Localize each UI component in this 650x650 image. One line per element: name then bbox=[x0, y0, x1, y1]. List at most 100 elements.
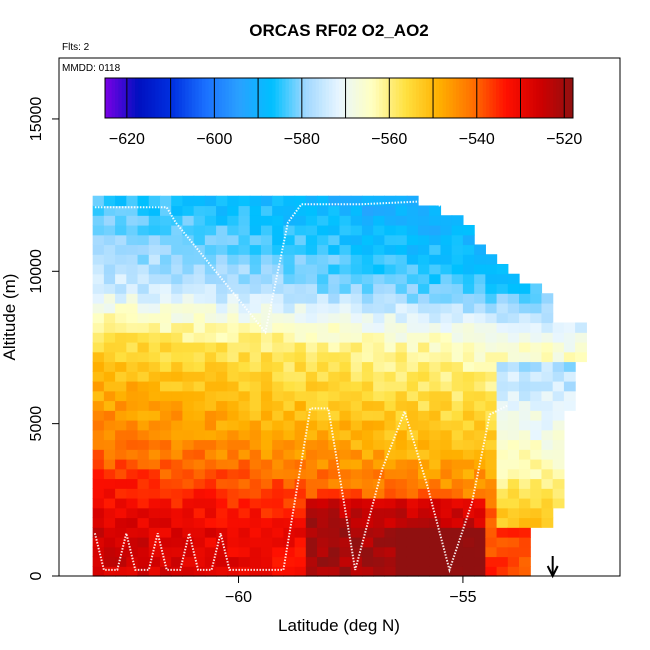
heatmap-cell bbox=[530, 283, 543, 294]
heatmap-cell bbox=[159, 293, 172, 304]
heatmap-cell bbox=[115, 293, 127, 304]
heatmap-cell bbox=[126, 341, 139, 353]
heatmap-cell bbox=[361, 273, 374, 285]
heatmap-cell bbox=[171, 205, 184, 216]
heatmap-cell bbox=[283, 195, 296, 207]
heatmap-cell bbox=[317, 556, 329, 567]
heatmap-cell bbox=[103, 498, 116, 509]
heatmap-cell bbox=[328, 205, 341, 216]
heatmap-cell bbox=[148, 312, 161, 324]
heatmap-cell bbox=[384, 322, 397, 333]
heatmap-cell bbox=[339, 371, 352, 382]
heatmap-cell bbox=[350, 244, 363, 255]
colorbar-segment bbox=[372, 78, 377, 118]
heatmap-cell bbox=[485, 254, 498, 265]
heatmap-cell bbox=[373, 429, 385, 441]
heatmap-cell bbox=[485, 283, 498, 294]
heatmap-cell bbox=[429, 439, 442, 450]
heatmap-cell bbox=[294, 234, 307, 246]
heatmap-cell bbox=[148, 400, 161, 411]
heatmap-cell bbox=[485, 263, 498, 275]
heatmap-cell bbox=[204, 566, 217, 577]
heatmap-cell bbox=[563, 390, 576, 402]
colorbar-segment bbox=[242, 78, 246, 118]
heatmap-cell bbox=[193, 439, 206, 450]
heatmap-cell bbox=[406, 488, 419, 499]
heatmap-cell bbox=[272, 322, 284, 333]
heatmap-cell bbox=[395, 390, 408, 402]
heatmap-cell bbox=[361, 380, 374, 392]
heatmap-cell bbox=[429, 527, 442, 538]
heatmap-cell bbox=[373, 507, 385, 519]
heatmap-cell bbox=[406, 205, 419, 216]
heatmap-cell bbox=[148, 410, 161, 421]
heatmap-cell bbox=[485, 341, 498, 353]
heatmap-cell bbox=[126, 273, 139, 285]
heatmap-cell bbox=[507, 400, 520, 411]
heatmap-cell bbox=[148, 361, 161, 372]
heatmap-cell bbox=[406, 507, 419, 519]
heatmap-cell bbox=[204, 312, 217, 324]
heatmap-cell bbox=[137, 498, 150, 509]
heatmap-cell bbox=[462, 449, 475, 460]
heatmap-cell bbox=[384, 332, 397, 343]
colorbar-segment bbox=[232, 78, 236, 118]
heatmap-cell bbox=[451, 458, 464, 470]
colorbar-segment bbox=[115, 78, 119, 118]
colorbar-segment bbox=[258, 78, 263, 118]
heatmap-cell bbox=[159, 507, 172, 519]
heatmap-cell bbox=[462, 312, 475, 324]
heatmap-cell bbox=[115, 224, 127, 236]
heatmap-cell bbox=[418, 458, 430, 470]
heatmap-cell bbox=[418, 332, 430, 343]
heatmap-cell bbox=[339, 488, 352, 499]
y-tick-label: 0 bbox=[28, 571, 45, 580]
heatmap-cell bbox=[126, 205, 139, 216]
heatmap-cell bbox=[260, 254, 273, 265]
heatmap-cell bbox=[317, 517, 329, 528]
heatmap-cell bbox=[462, 293, 475, 304]
heatmap-cell bbox=[552, 371, 565, 382]
colorbar-segment bbox=[228, 78, 233, 118]
colorbar-segment bbox=[148, 78, 153, 118]
heatmap-cell bbox=[294, 498, 307, 509]
heatmap-cell bbox=[519, 468, 531, 480]
heatmap-cell bbox=[216, 312, 228, 324]
heatmap-cell bbox=[350, 429, 363, 441]
heatmap-cell bbox=[440, 429, 453, 441]
colorbar-segment bbox=[141, 78, 146, 118]
heatmap-cell bbox=[283, 439, 296, 450]
heatmap-cell bbox=[507, 439, 520, 450]
heatmap-cell bbox=[361, 507, 374, 519]
heatmap-cell bbox=[418, 478, 430, 489]
heatmap-cell bbox=[350, 449, 363, 460]
heatmap-cell bbox=[272, 507, 284, 519]
heatmap-cell bbox=[519, 322, 531, 333]
heatmap-cell bbox=[238, 488, 251, 499]
heatmap-cell bbox=[384, 566, 397, 577]
heatmap-cell bbox=[227, 410, 240, 421]
heatmap-cell bbox=[474, 293, 486, 304]
heatmap-cell bbox=[92, 205, 105, 216]
heatmap-cell bbox=[339, 283, 352, 294]
heatmap-cell bbox=[182, 322, 195, 333]
colorbar-segment bbox=[205, 78, 210, 118]
heatmap-cell bbox=[361, 546, 374, 558]
heatmap-cell bbox=[328, 478, 341, 489]
heatmap-cell bbox=[227, 488, 240, 499]
colorbar-segment bbox=[469, 78, 474, 118]
heatmap-cell bbox=[328, 517, 341, 528]
heatmap-cell bbox=[530, 351, 543, 363]
heatmap-cell bbox=[216, 322, 228, 333]
heatmap-cell bbox=[373, 351, 385, 363]
colorbar-segment bbox=[318, 78, 323, 118]
heatmap-cell bbox=[530, 488, 543, 499]
heatmap-cell bbox=[193, 224, 206, 236]
heatmap-cell bbox=[328, 468, 341, 480]
heatmap-cell bbox=[182, 458, 195, 470]
heatmap-cell bbox=[384, 205, 397, 216]
heatmap-cell bbox=[350, 371, 363, 382]
heatmap-cell bbox=[171, 244, 184, 255]
heatmap-cell bbox=[283, 224, 296, 236]
heatmap-cell bbox=[92, 322, 105, 333]
